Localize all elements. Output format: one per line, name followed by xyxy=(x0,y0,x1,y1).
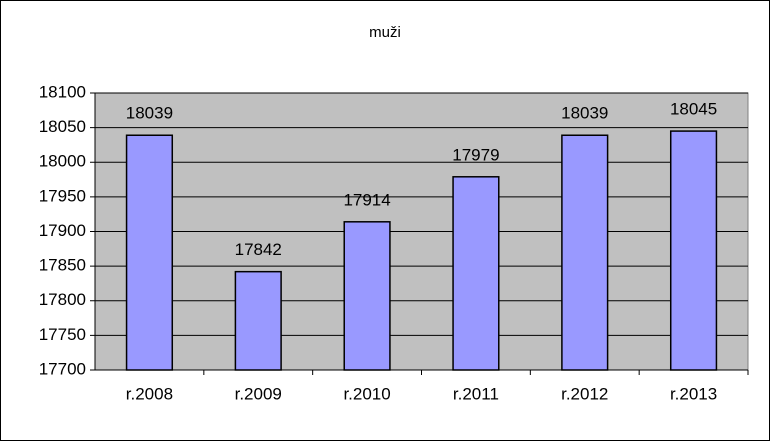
data-label: 17914 xyxy=(343,190,390,209)
y-tick-label: 18100 xyxy=(39,82,86,101)
y-tick-label: 17850 xyxy=(39,256,86,275)
bar xyxy=(452,176,500,371)
chart-title: muži xyxy=(369,24,401,41)
x-tick-label: r.2010 xyxy=(343,384,390,403)
x-tick-label: r.2011 xyxy=(453,384,499,403)
bar xyxy=(669,130,718,371)
y-tick-label: 17800 xyxy=(39,290,86,309)
x-tick-label: r.2008 xyxy=(126,384,173,403)
data-label: 18039 xyxy=(561,104,608,123)
bar xyxy=(125,134,174,371)
x-tick-label: r.2013 xyxy=(670,384,717,403)
data-label: 18039 xyxy=(126,104,173,123)
bar xyxy=(343,221,391,371)
y-tick-label: 18000 xyxy=(39,152,86,171)
x-tick-label: r.2009 xyxy=(235,384,282,403)
y-tick-label: 17900 xyxy=(39,221,86,240)
bar xyxy=(234,270,282,371)
data-label: 17842 xyxy=(235,240,282,259)
data-label: 18045 xyxy=(670,100,717,119)
y-tick-label: 17950 xyxy=(39,186,86,205)
y-tick-label: 17700 xyxy=(39,359,86,378)
data-label: 17979 xyxy=(452,145,499,164)
x-tick-label: r.2012 xyxy=(561,384,608,403)
y-tick-label: 17750 xyxy=(39,325,86,344)
bar xyxy=(561,134,609,371)
y-tick-label: 18050 xyxy=(39,117,86,136)
